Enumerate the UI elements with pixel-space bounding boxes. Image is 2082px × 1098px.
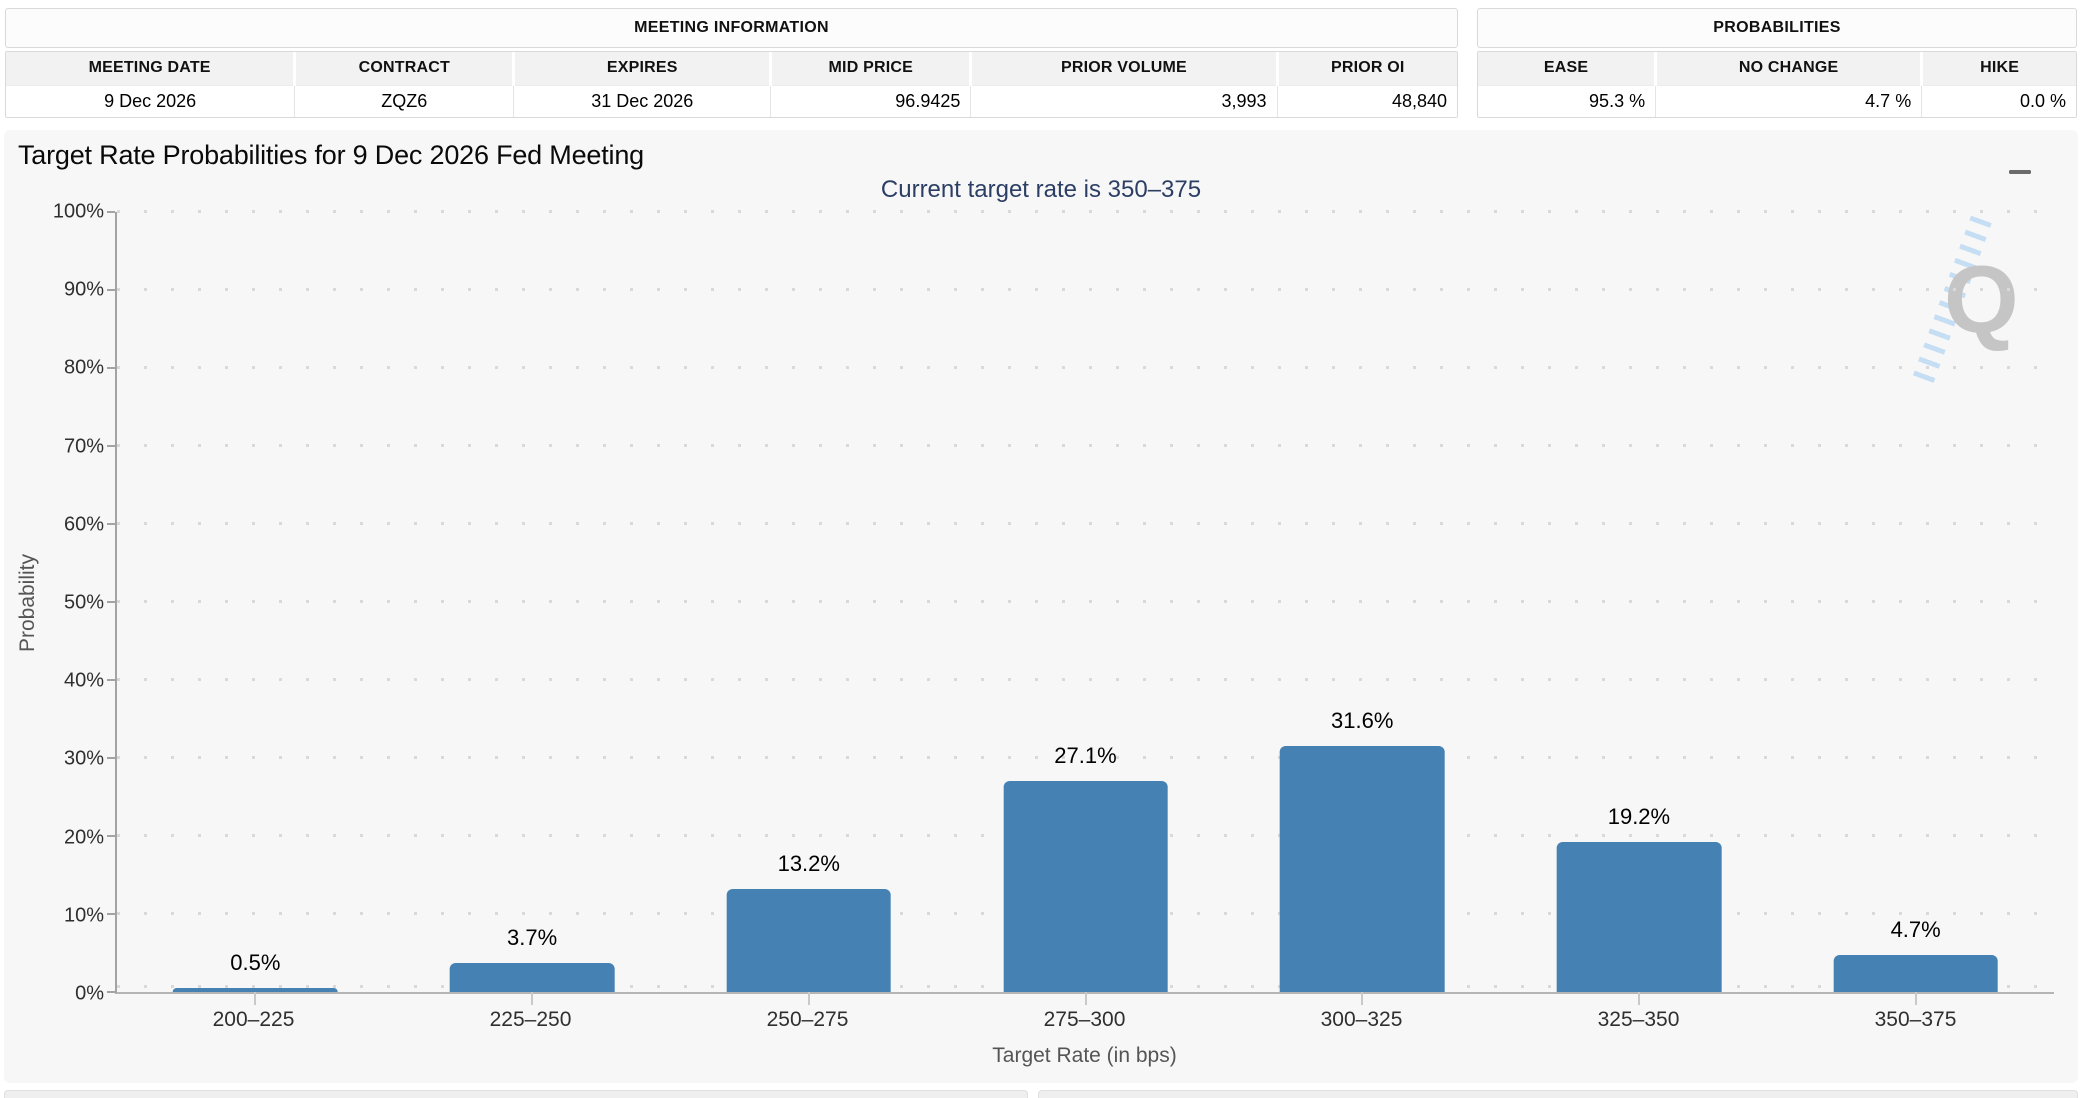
x-tick-label: 225–250 xyxy=(489,1008,572,1031)
x-tick-mark xyxy=(1084,992,1087,1005)
column-header: EASE xyxy=(1478,52,1656,85)
bar-value-label: 3.7% xyxy=(506,925,558,951)
cell-value: 9 Dec 2026 xyxy=(6,84,295,117)
y-tick-mark xyxy=(107,523,115,525)
bar-275–300[interactable] xyxy=(1003,780,1168,992)
bar-325–350[interactable] xyxy=(1556,842,1722,992)
x-tick-label: 300–325 xyxy=(1320,1008,1403,1031)
chart-title: Target Rate Probabilities for 9 Dec 2026… xyxy=(18,140,644,170)
y-tick-label: 60% xyxy=(63,513,104,536)
column-header: EXPIRES xyxy=(512,52,771,85)
x-tick-label: 200–225 xyxy=(212,1008,295,1031)
x-tick-label: 350–375 xyxy=(1874,1008,1957,1031)
x-tick-mark xyxy=(254,992,257,1005)
cell-value: 96.9425 xyxy=(770,84,971,117)
column-header: PRIOR VOLUME xyxy=(969,52,1278,85)
chart-panel: Target Rate Probabilities for 9 Dec 2026… xyxy=(4,130,2078,1083)
y-tick-label: 90% xyxy=(63,278,104,301)
y-tick-mark xyxy=(107,289,115,291)
y-tick-label: 0% xyxy=(75,982,104,1005)
bar-250–275[interactable] xyxy=(726,889,892,992)
watermark-swoosh-icon xyxy=(1910,215,1992,391)
y-tick-label: 30% xyxy=(63,747,104,770)
x-tick-mark xyxy=(1914,992,1917,1005)
column-header: CONTRACT xyxy=(293,52,514,85)
plot-area: Q 0.5% 3.7% 13.2% 27.1% 31.6% 19.2% 4.7% xyxy=(107,210,2054,1005)
y-tick-mark xyxy=(107,757,115,759)
x-axis-labels: 200–225 225–250 250–275 275–300 300–325 325–3… xyxy=(115,1008,2054,1036)
bar-value-label: 27.1% xyxy=(1054,742,1117,768)
watermark-q-letter: Q xyxy=(1944,246,2019,353)
x-tick-mark xyxy=(807,992,810,1005)
gridline xyxy=(117,288,2054,291)
cell-value: 4.7 % xyxy=(1655,84,1922,117)
gridline xyxy=(117,444,2054,447)
bottom-panel-edge-left xyxy=(4,1090,1028,1098)
gridline xyxy=(117,600,2054,603)
cell-value: 31 Dec 2026 xyxy=(513,84,771,117)
cell-value: 95.3 % xyxy=(1478,84,1656,117)
gridline xyxy=(117,366,2054,369)
x-tick-mark xyxy=(531,992,534,1005)
y-tick-mark xyxy=(107,211,115,213)
column-header: HIKE xyxy=(1920,52,2076,85)
x-tick-label: 325–350 xyxy=(1597,1008,1680,1031)
bar-value-label: 13.2% xyxy=(777,851,840,877)
bottom-panel-edge-right xyxy=(1038,1090,2078,1098)
y-tick-label: 50% xyxy=(63,591,104,614)
y-tick-mark xyxy=(107,445,115,447)
meeting-information-body: MEETING DATE CONTRACT EXPIRES MID PRICE PRIO… xyxy=(5,51,1458,118)
y-tick-label: 80% xyxy=(63,356,104,379)
gridline xyxy=(117,678,2054,681)
gridline xyxy=(117,756,2054,759)
bar-value-label: 31.6% xyxy=(1331,707,1394,733)
meeting-information-title: MEETING INFORMATION xyxy=(5,8,1458,48)
probabilities-body: EASE NO CHANGE HIKE 95.3 % 4.7 % 0.0 % xyxy=(1477,51,2077,118)
x-tick-mark xyxy=(1637,992,1640,1005)
cell-value: 0.0 % xyxy=(1921,84,2076,117)
column-header: MEETING DATE xyxy=(6,52,295,85)
bar-value-label: 0.5% xyxy=(230,950,281,976)
cell-value: 3,993 xyxy=(970,84,1278,117)
y-tick-mark xyxy=(107,367,115,369)
probabilities-table: PROBABILITIES EASE NO CHANGE HIKE 95.3 % 4.… xyxy=(1477,8,2077,118)
cell-value: 48,840 xyxy=(1276,84,1457,117)
y-tick-mark xyxy=(107,991,115,993)
y-tick-label: 20% xyxy=(63,826,104,849)
y-tick-label: 40% xyxy=(63,669,104,692)
x-tick-label: 275–300 xyxy=(1043,1008,1126,1031)
bar-200–225[interactable] xyxy=(173,988,338,992)
bar-300–325[interactable] xyxy=(1279,745,1445,992)
bar-350–375[interactable] xyxy=(1833,955,1998,992)
column-header: PRIOR OI xyxy=(1275,52,1457,85)
gridline xyxy=(117,522,2054,525)
x-axis-title: Target Rate (in bps) xyxy=(992,1044,1177,1067)
chart-subtitle: Current target rate is 350–375 xyxy=(880,176,1202,203)
y-axis-labels: 0% 10% 20% 30% 40% 50% 60% 70% 80% 90% 100% xyxy=(4,201,104,1005)
y-tick-mark xyxy=(107,601,115,603)
y-tick-label: 100% xyxy=(52,200,104,223)
y-tick-label: 10% xyxy=(63,904,104,927)
y-tick-mark xyxy=(107,835,115,837)
y-tick-mark xyxy=(107,679,115,681)
cell-value: ZQZ6 xyxy=(294,84,514,117)
probabilities-title: PROBABILITIES xyxy=(1477,8,2077,48)
column-header: MID PRICE xyxy=(769,52,971,85)
x-tick-mark xyxy=(1361,992,1364,1005)
y-tick-mark xyxy=(107,913,115,915)
bar-value-label: 4.7% xyxy=(1890,917,1941,943)
meeting-information-table: MEETING INFORMATION MEETING DATE CONTRACT… xyxy=(5,8,1458,118)
quikstrike-watermark-logo: Q xyxy=(1906,215,2026,391)
chart-context-menu-button[interactable] xyxy=(2009,146,2046,174)
x-tick-label: 250–275 xyxy=(766,1008,849,1031)
gridline xyxy=(117,210,2054,213)
bar-value-label: 19.2% xyxy=(1607,804,1671,830)
y-tick-label: 70% xyxy=(63,435,104,458)
column-header: NO CHANGE xyxy=(1654,52,1922,85)
bar-225–250[interactable] xyxy=(449,963,615,992)
